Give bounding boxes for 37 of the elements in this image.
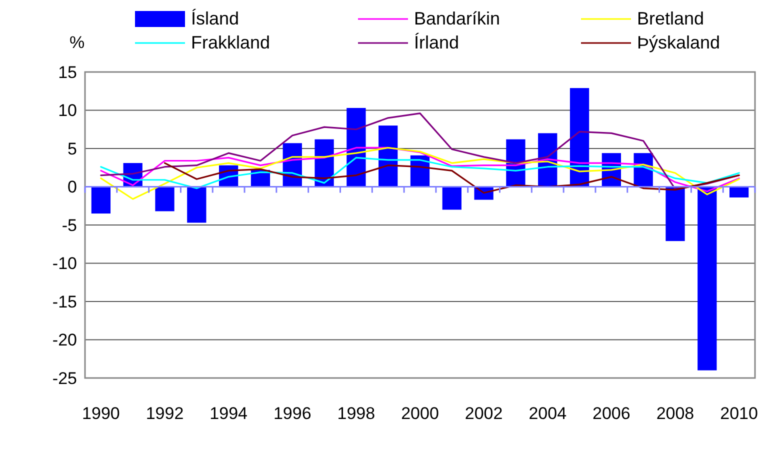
x-tick-label: 2004 <box>528 404 567 423</box>
line-series <box>164 162 740 194</box>
bar <box>187 186 206 223</box>
y-tick-label: -25 <box>52 368 77 388</box>
bar <box>666 186 685 242</box>
y-tick-label: 5 <box>68 139 77 158</box>
x-tick-label: 1992 <box>146 404 184 423</box>
x-tick-label: 2006 <box>592 404 630 423</box>
x-tick-label: 1990 <box>82 404 120 423</box>
y-tick-label: 10 <box>58 101 77 120</box>
x-tick-label: 1996 <box>273 404 312 423</box>
legend-label: Frakkland <box>191 32 270 52</box>
bar <box>698 186 717 370</box>
bar <box>570 88 590 187</box>
legend-label: Þýskaland <box>637 32 720 52</box>
x-tick-label: 1994 <box>210 404 248 423</box>
y-tick-label: -5 <box>62 216 77 235</box>
x-tick-label: 2010 <box>720 404 758 423</box>
x-tick-label: 1998 <box>337 404 376 423</box>
y-tick-label: -15 <box>52 292 77 312</box>
legend-label: Ísland <box>191 8 240 28</box>
y-tick-label: 15 <box>58 62 77 82</box>
legend-label: Írland <box>414 32 460 52</box>
x-tick-label: 2002 <box>464 404 503 423</box>
line-series <box>100 156 740 190</box>
y-tick-label: -10 <box>52 254 77 274</box>
x-tick-label: 2000 <box>401 404 439 423</box>
legend-label: Bandaríkin <box>414 8 500 28</box>
bar <box>442 186 462 210</box>
x-tick-label: 2008 <box>656 404 694 423</box>
y-tick-label: 0 <box>68 178 77 197</box>
bar <box>155 186 174 212</box>
bar <box>91 186 111 214</box>
legend-label: Bretland <box>637 8 704 28</box>
y-tick-label: -20 <box>52 330 77 350</box>
bar <box>729 186 749 198</box>
y-axis-title: % <box>69 33 85 52</box>
